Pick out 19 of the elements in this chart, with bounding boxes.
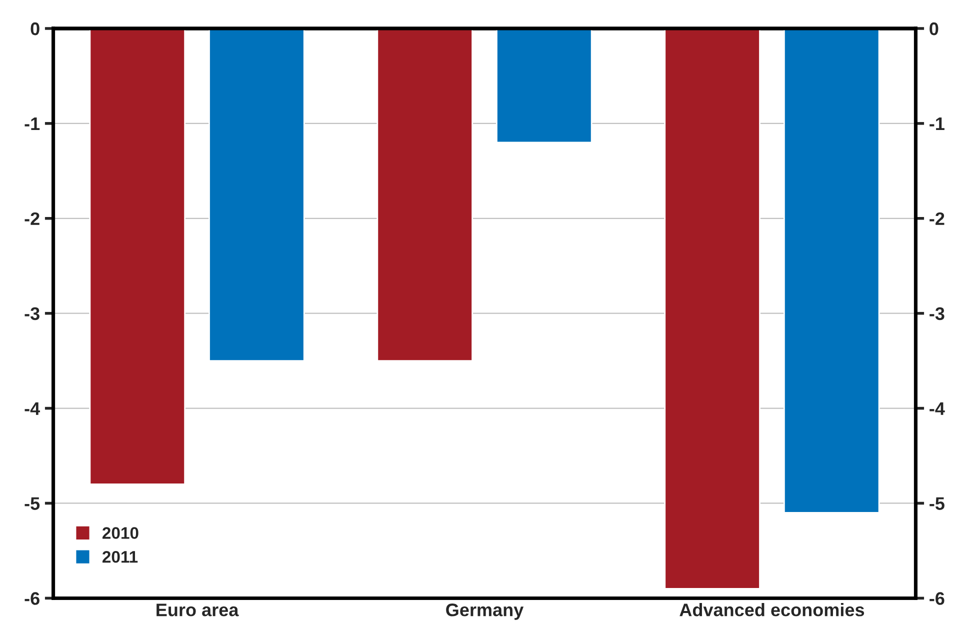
y-tick-label: -4 bbox=[24, 402, 40, 415]
x-tick-label: Euro area bbox=[156, 604, 239, 616]
x-tick-label: Advanced economies bbox=[680, 603, 864, 616]
y-tick-label: -5 bbox=[24, 497, 40, 510]
y2-tick-label: -5 bbox=[930, 497, 944, 510]
y-tick-label: 0 bbox=[30, 22, 40, 36]
y2-tick-label: -6 bbox=[930, 592, 944, 605]
y2-tick-label: -3 bbox=[930, 307, 944, 320]
y-tick-label: -3 bbox=[24, 307, 40, 320]
y2-tick-label: -1 bbox=[930, 118, 944, 130]
y-tick-label: -2 bbox=[24, 212, 40, 225]
x-tick-label: Germany bbox=[446, 604, 524, 620]
y-tick-label: -6 bbox=[24, 592, 40, 605]
y2-tick-label: -4 bbox=[930, 402, 945, 415]
legend-label: 2010 bbox=[102, 527, 138, 539]
legend-label: 2011 bbox=[102, 551, 138, 563]
y2-tick-label: 0 bbox=[930, 22, 938, 36]
y-tick-label: -1 bbox=[24, 118, 40, 130]
y2-tick-label: -2 bbox=[930, 212, 944, 225]
